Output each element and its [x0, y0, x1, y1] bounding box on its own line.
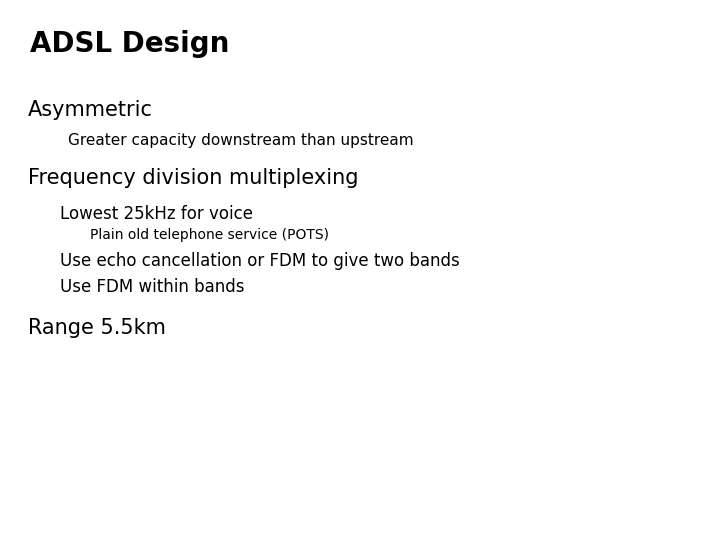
Text: Frequency division multiplexing: Frequency division multiplexing — [28, 168, 359, 188]
Text: Use echo cancellation or FDM to give two bands: Use echo cancellation or FDM to give two… — [60, 252, 460, 270]
Text: Greater capacity downstream than upstream: Greater capacity downstream than upstrea… — [68, 133, 413, 148]
Text: Use FDM within bands: Use FDM within bands — [60, 278, 245, 296]
Text: Asymmetric: Asymmetric — [28, 100, 153, 120]
Text: Plain old telephone service (POTS): Plain old telephone service (POTS) — [90, 228, 329, 242]
Text: Range 5.5km: Range 5.5km — [28, 318, 166, 338]
Text: ADSL Design: ADSL Design — [30, 30, 230, 58]
Text: Lowest 25kHz for voice: Lowest 25kHz for voice — [60, 205, 253, 223]
